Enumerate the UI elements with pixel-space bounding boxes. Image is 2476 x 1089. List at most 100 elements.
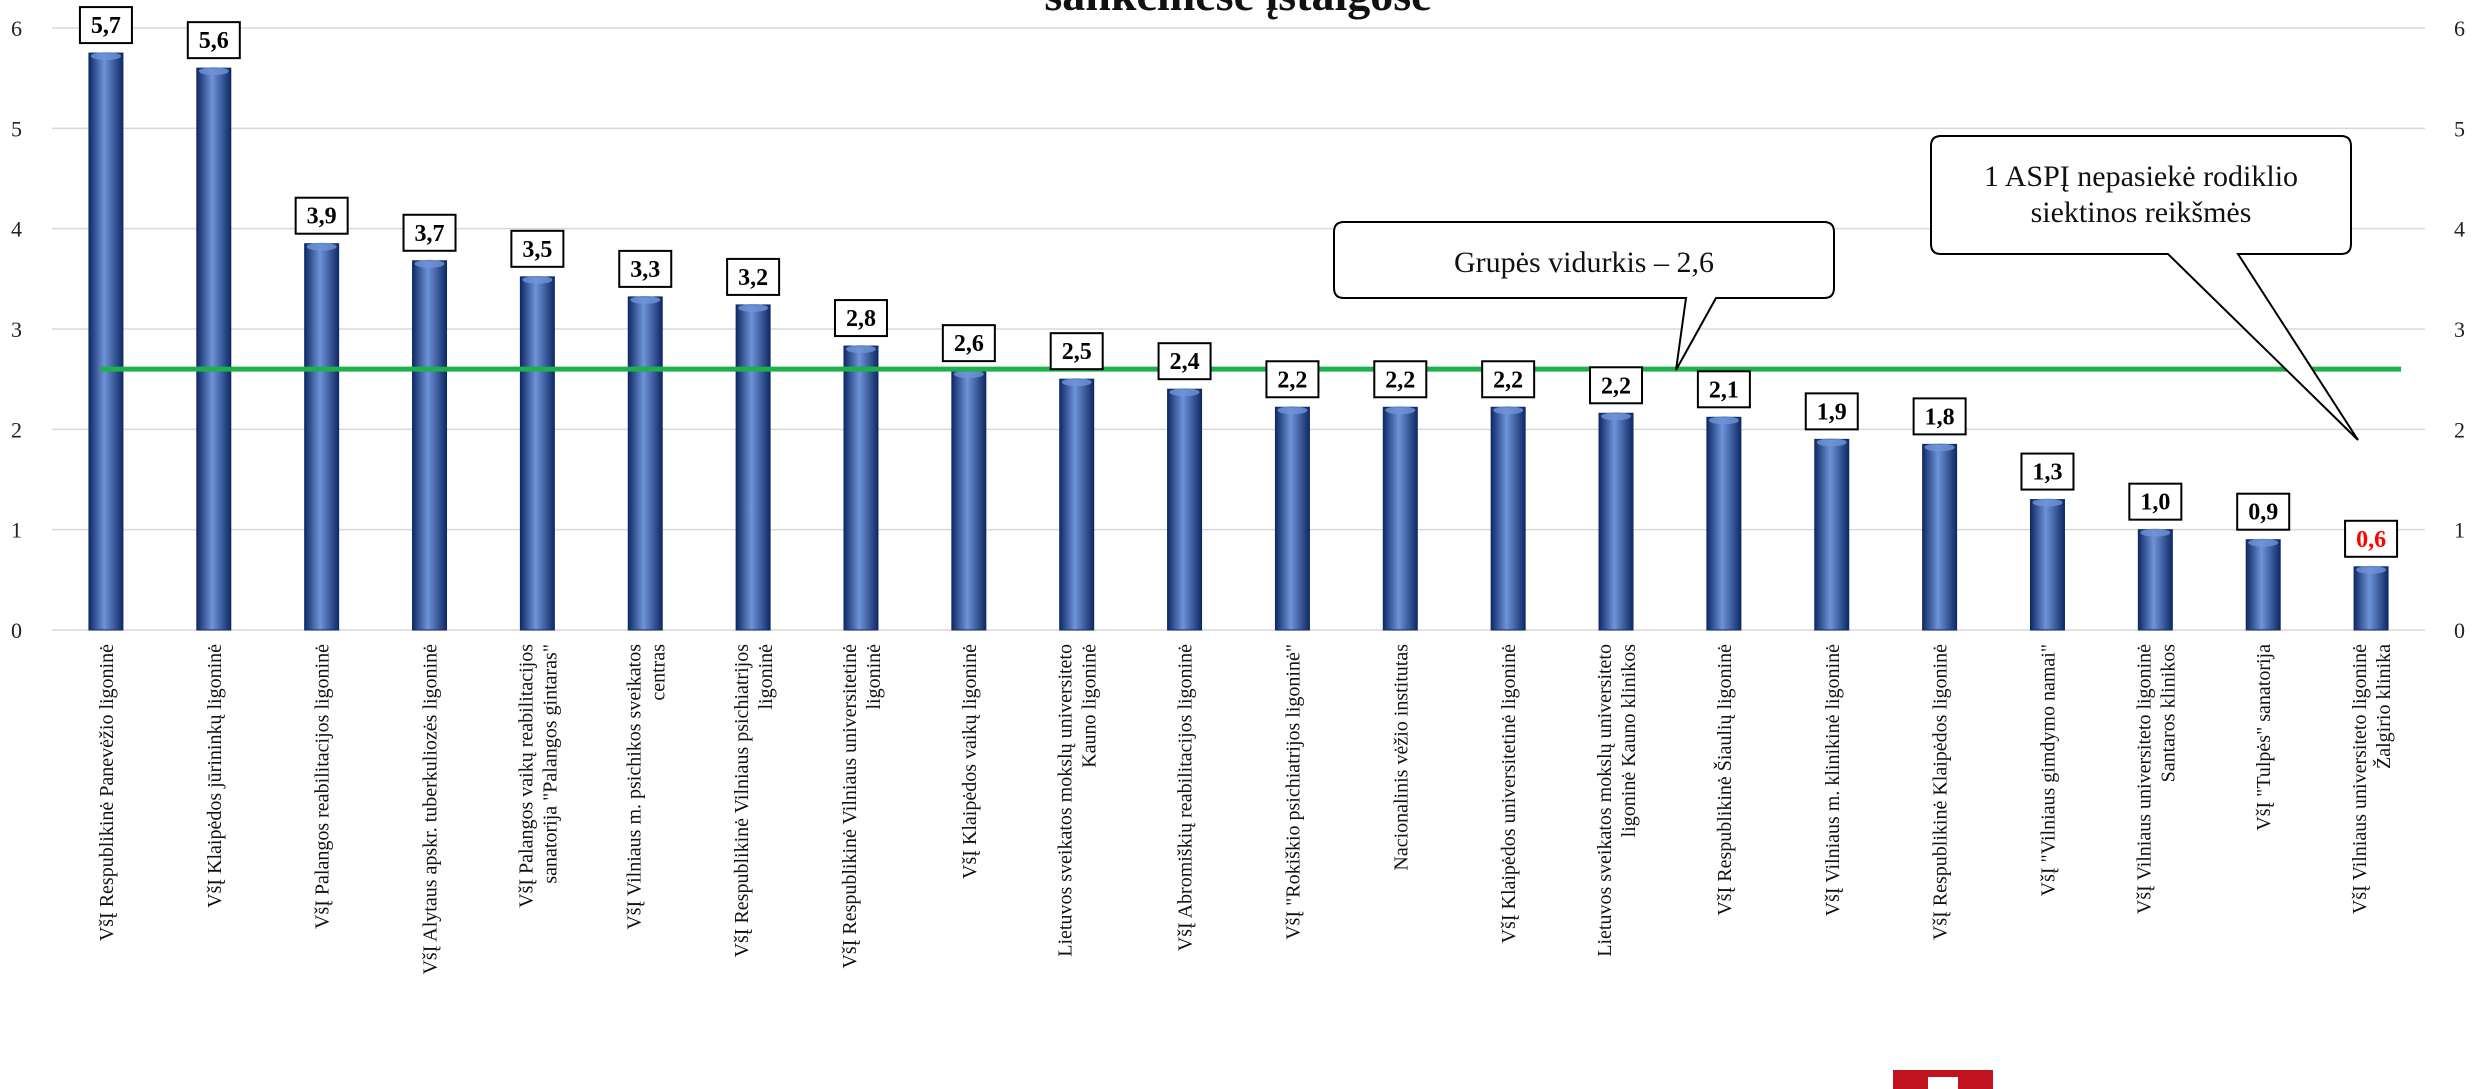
data-label-box xyxy=(510,229,565,268)
bar-cap xyxy=(2032,498,2063,507)
gridlines xyxy=(52,27,2425,631)
category-label: VšĮ "Rokiškio psichiatrijos ligoninė" xyxy=(1282,644,1304,940)
y-tick-label-right: 6 xyxy=(2454,16,2465,41)
bar-cap xyxy=(1169,388,1200,397)
y-axis-right: 0 1 2 3 4 5 6 xyxy=(2454,16,2465,643)
data-label-box xyxy=(1049,332,1104,371)
category-label: VšĮ Vilniaus universiteto ligoninė Žalgir… xyxy=(2349,644,2395,914)
category-label: VšĮ Respublikinė Šiaulių ligoninė xyxy=(1712,644,1736,916)
category-label: VšĮ Respublikinė Vilniaus psichiatrijos l… xyxy=(731,644,777,958)
data-label-box xyxy=(1912,397,1967,436)
category-labels: VšĮ Respublikinė Panevėžio ligoninė VšĮ K… xyxy=(96,644,2395,975)
target-callout-text: 1 ASPĮ nepasiekė rodiklio siektinos reikš… xyxy=(1984,160,2298,229)
data-label: 1,3 xyxy=(2032,460,2062,486)
bar xyxy=(412,260,448,631)
y-tick-label: 6 xyxy=(11,16,22,41)
data-label-box xyxy=(726,257,781,296)
category-label: VšĮ Klaipėdos universitetinė ligoninė xyxy=(1498,644,1520,944)
bar xyxy=(304,243,340,631)
bar-cap xyxy=(1601,412,1632,421)
data-label: 1,8 xyxy=(1925,404,1955,430)
data-label: 2,2 xyxy=(1277,367,1307,393)
y-tick-label: 2 xyxy=(11,417,22,442)
data-label: 5,6 xyxy=(199,28,229,54)
data-label: 5,7 xyxy=(91,13,121,39)
category-label: VšĮ Respublikinė Vilniaus universitetinė… xyxy=(839,644,885,969)
bar-cap xyxy=(2248,538,2279,547)
data-label: 1,9 xyxy=(1817,399,1847,425)
logo-icon xyxy=(1893,1070,1993,1089)
data-label: 2,4 xyxy=(1170,349,1200,375)
data-labels: 5,7 5,6 3,9 3,7 3,5 3,3 3,2 2,8 2,6 2,5 2,4 2,2 2,2 2… xyxy=(78,6,2399,558)
callouts: Grupės vidurkis – 2,6 1 ASPĮ nepasiekė ro… xyxy=(1333,135,2359,441)
data-label-box xyxy=(1157,342,1212,381)
category-label: Lietuvos sveikatos mokslų universiteto Ka… xyxy=(1055,644,1101,957)
category-label: VšĮ Palangos vaikų reabilitacijos sanator… xyxy=(515,644,561,908)
data-label-box xyxy=(833,299,888,338)
category-label: VšĮ Respublikinė Panevėžio ligoninė xyxy=(96,644,118,941)
bar-cap xyxy=(1277,406,1308,415)
data-label: 2,6 xyxy=(954,331,984,357)
data-label: 1,0 xyxy=(2140,490,2170,516)
bar-cap xyxy=(2140,528,2171,537)
y-tick-label: 3 xyxy=(11,317,22,342)
category-label: VšĮ Palangos reabilitacijos ligoninė xyxy=(312,644,334,929)
bar xyxy=(951,370,987,631)
data-label-box xyxy=(1481,360,1536,399)
data-label-box xyxy=(2020,452,2075,491)
chart-title: sankcinėse įstaigose xyxy=(1044,0,1431,20)
data-label: 3,3 xyxy=(630,257,660,283)
data-label-box xyxy=(78,6,133,45)
data-label: 2,1 xyxy=(1709,377,1739,403)
data-label-box xyxy=(1589,366,1644,405)
bar-cap xyxy=(953,370,984,379)
data-label-box xyxy=(1265,360,1320,399)
y-tick-label-right: 2 xyxy=(2454,417,2465,442)
category-label: VšĮ Respublikinė Klaipėdos ligoninė xyxy=(1930,644,1952,940)
bar-cap xyxy=(414,259,445,268)
category-label: VšĮ Vilniaus universiteto ligoninė Santar… xyxy=(2133,644,2179,914)
category-label: VšĮ Vilniaus m. psichikos sveikatos centr… xyxy=(623,644,669,930)
data-label: 2,2 xyxy=(1601,373,1631,399)
bar xyxy=(1382,406,1418,631)
bar xyxy=(735,304,771,631)
data-label: 0,6 xyxy=(2356,527,2386,553)
bar xyxy=(1274,406,1310,631)
bar-cap xyxy=(1924,443,1955,452)
y-tick-label: 4 xyxy=(11,217,22,242)
y-tick-label: 0 xyxy=(11,618,22,643)
bar xyxy=(1598,412,1634,631)
category-label: Nacionalinis vėžio institutas xyxy=(1390,644,1412,871)
bar xyxy=(88,52,124,631)
data-label-box xyxy=(1804,392,1859,431)
y-tick-label-right: 4 xyxy=(2454,217,2465,242)
bar-cap xyxy=(198,67,229,76)
data-label: 0,9 xyxy=(2248,500,2278,526)
bar xyxy=(1814,438,1850,631)
bar-cap xyxy=(90,52,121,61)
bar xyxy=(843,345,879,631)
data-label-box xyxy=(2344,519,2399,558)
bar-cap xyxy=(630,295,661,304)
data-label: 3,2 xyxy=(738,265,768,291)
bar-cap xyxy=(845,345,876,354)
bar-cap xyxy=(1708,416,1739,425)
bar-cap xyxy=(1493,406,1524,415)
bar xyxy=(1167,388,1203,631)
bar-cap xyxy=(2356,565,2387,574)
bar-cap xyxy=(738,303,769,312)
category-label: VšĮ Abromiškių reabilitacijos ligoninė xyxy=(1175,644,1197,951)
bar xyxy=(2353,566,2389,631)
bar xyxy=(1922,443,1958,631)
data-label-box xyxy=(1373,360,1428,399)
y-tick-label-right: 0 xyxy=(2454,618,2465,643)
bar xyxy=(627,296,663,631)
target-callout xyxy=(1930,135,2359,441)
data-label-box xyxy=(2128,482,2183,521)
data-label-box xyxy=(941,324,996,363)
y-tick-label-right: 1 xyxy=(2454,518,2465,543)
data-label: 2,2 xyxy=(1493,367,1523,393)
y-tick-label: 1 xyxy=(11,518,22,543)
category-label: VšĮ Vilniaus m. klinikinė ligoninė xyxy=(1822,644,1844,916)
